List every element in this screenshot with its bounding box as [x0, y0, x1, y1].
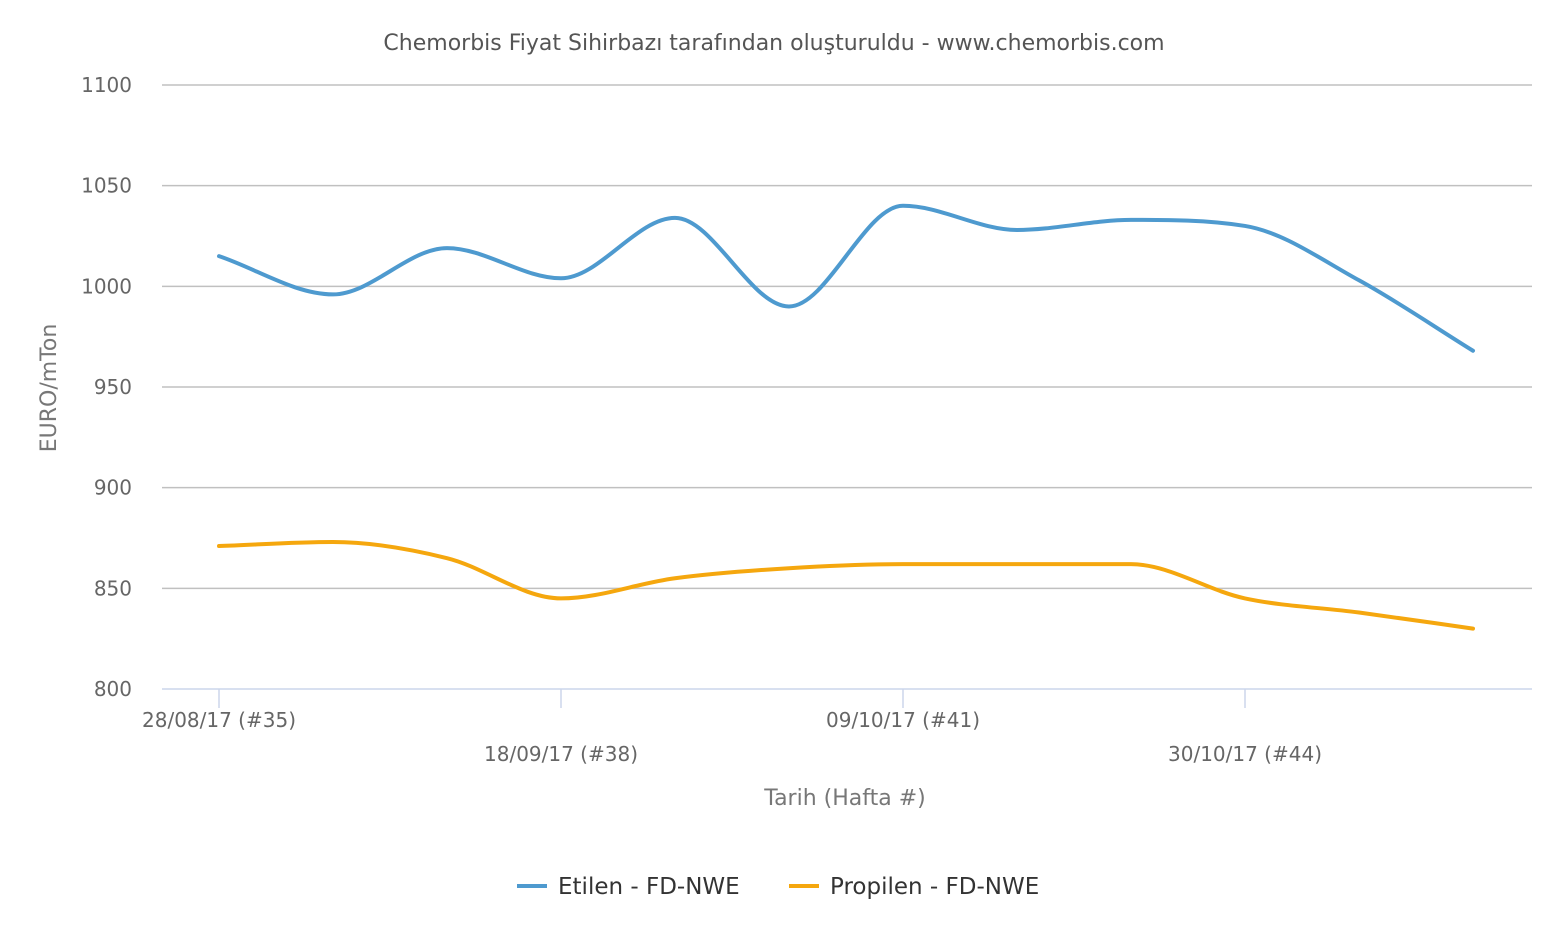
x-axis-title: Tarih (Hafta #) — [763, 786, 925, 811]
y-tick-label: 1000 — [81, 274, 132, 298]
x-tick-marks — [218, 689, 1246, 708]
y-tick-label: 900 — [94, 476, 132, 500]
y-tick-label: 950 — [94, 375, 132, 399]
legend: Etilen - FD-NWE Propilen - FD-NWE — [517, 874, 1039, 900]
x-tick-labels: 28/08/17 (#35) 18/09/17 (#38) 09/10/17 (#4… — [142, 708, 1322, 766]
series-line-1 — [217, 203, 1475, 353]
series-lines — [217, 203, 1475, 631]
y-axis-title: EURO/mTon — [37, 324, 62, 453]
x-tick-label: 28/08/17 (#35) — [142, 708, 296, 732]
x-tick-label: 30/10/17 (#44) — [1168, 742, 1322, 766]
y-tick-label: 800 — [94, 677, 132, 701]
legend-item-2[interactable]: Propilen - FD-NWE — [789, 874, 1039, 900]
y-tick-labels: 800 850 900 950 1000 1050 1100 — [81, 73, 132, 701]
y-tick-label: 1100 — [81, 73, 132, 97]
series-line-2 — [217, 540, 1475, 631]
y-tick-label: 1050 — [81, 174, 132, 198]
y-tick-label: 850 — [94, 576, 132, 600]
x-tick-label: 18/09/17 (#38) — [484, 742, 638, 766]
legend-item-1[interactable]: Etilen - FD-NWE — [517, 874, 740, 900]
x-tick-label: 09/10/17 (#41) — [826, 708, 980, 732]
legend-label: Etilen - FD-NWE — [558, 874, 740, 900]
chart-title: Chemorbis Fiyat Sihirbazı tarafından olu… — [383, 31, 1164, 56]
legend-label: Propilen - FD-NWE — [830, 874, 1039, 900]
y-gridlines — [162, 84, 1532, 590]
